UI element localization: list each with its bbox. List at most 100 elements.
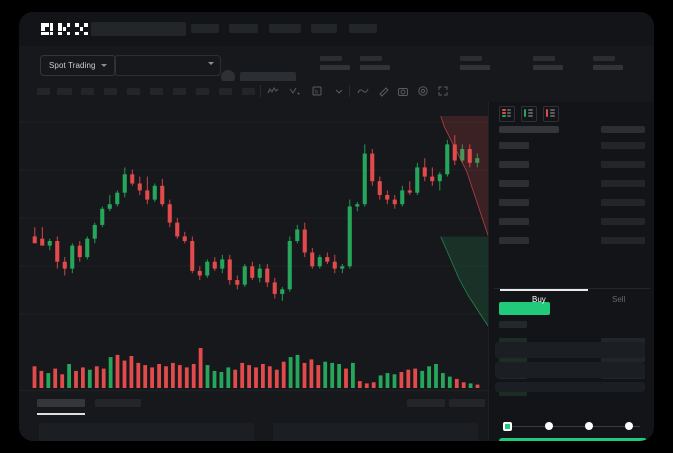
orderbook-ask-row[interactable]: [499, 142, 529, 149]
market-type-label: Spot Trading: [49, 61, 96, 70]
orders-panel: [19, 390, 488, 441]
orderbook-bid-row[interactable]: [499, 338, 527, 345]
bottom-action-1[interactable]: [407, 399, 445, 407]
bottom-tab-open-orders[interactable]: [37, 399, 85, 407]
stepper-dot-4[interactable]: [625, 422, 633, 430]
app-screen: Spot Trading fx: [19, 12, 654, 441]
stat-last-price: [320, 56, 350, 70]
stat-value: [593, 65, 623, 70]
stepper-dot-2[interactable]: [545, 422, 553, 430]
nav-item-1[interactable]: [191, 24, 219, 33]
pair-name-placeholder: [240, 72, 296, 83]
bottom-action-2[interactable]: [449, 399, 485, 407]
bottom-tab-order-history[interactable]: [95, 399, 141, 407]
buy-sell-tabs: Buy Sell: [494, 288, 650, 313]
orderbook-trade-panel: Buy Sell: [488, 102, 654, 441]
orderbook-ask-amount[interactable]: [601, 161, 645, 168]
stat-volume: [593, 56, 623, 70]
compare-icon[interactable]: fx: [311, 85, 323, 97]
chevron-down-icon: [100, 64, 107, 67]
nav-item-4[interactable]: [311, 24, 337, 33]
orderbook-bid-row[interactable]: [499, 355, 527, 362]
bottom-card-right: [273, 423, 478, 441]
orderbook-bid-row[interactable]: [499, 389, 527, 396]
timeframe-5m[interactable]: [57, 88, 72, 95]
depth-chart-overlay: [436, 116, 494, 348]
camera-icon[interactable]: [397, 85, 409, 97]
orderbook-ask-amount[interactable]: [601, 142, 645, 149]
timeframe-1w[interactable]: [196, 88, 209, 95]
timeframe-more[interactable]: [242, 88, 255, 95]
stepper-dot-3[interactable]: [585, 422, 593, 430]
settings-gear-icon[interactable]: [417, 85, 429, 97]
bottom-card-left: [39, 423, 254, 441]
stepper-dot-1[interactable]: [503, 422, 512, 431]
chart-type-icon[interactable]: [267, 85, 279, 97]
stat-label: [360, 56, 382, 61]
orderbook-ask-row[interactable]: [499, 218, 529, 225]
current-price-highlight: [499, 302, 550, 315]
orders-active-tab-underline: [37, 413, 85, 415]
indicators-icon[interactable]: [289, 85, 301, 97]
chevron-down-icon[interactable]: [333, 85, 345, 97]
global-search-input[interactable]: [91, 22, 186, 36]
stat-value: [360, 65, 390, 70]
active-tab-underline: [500, 289, 588, 291]
timeframe-1d[interactable]: [173, 88, 186, 95]
okx-logo[interactable]: [41, 23, 88, 36]
orderbook-ask-amount[interactable]: [601, 218, 645, 225]
orderbook-view-asks-icon[interactable]: [543, 106, 559, 122]
stat-value: [533, 65, 563, 70]
stat-label: [533, 56, 555, 61]
stat-value: [320, 65, 350, 70]
timeframe-1mo[interactable]: [219, 88, 232, 95]
toolbar-divider: [260, 85, 261, 97]
toolbar-divider: [349, 85, 350, 97]
fullscreen-icon[interactable]: [437, 85, 449, 97]
nav-item-2[interactable]: [229, 24, 258, 33]
chart-toolbar: fx: [19, 81, 654, 103]
tab-sell[interactable]: Sell: [612, 295, 626, 304]
orderbook-ask-amount[interactable]: [601, 237, 645, 244]
orderbook-ask-row[interactable]: [499, 161, 529, 168]
orderbook-view-bids-icon[interactable]: [521, 106, 537, 122]
order-total-field[interactable]: [495, 382, 645, 392]
pair-avatar: [221, 70, 235, 84]
stat-label: [593, 56, 615, 61]
timeframe-4h[interactable]: [150, 88, 163, 95]
orderbook-header-left: [499, 126, 559, 133]
top-navigation-bar: [19, 12, 654, 46]
orderbook-ask-amount[interactable]: [601, 199, 645, 206]
nav-item-5[interactable]: [349, 24, 377, 33]
stat-low: [533, 56, 563, 70]
market-type-dropdown[interactable]: Spot Trading: [40, 55, 116, 76]
stat-change: [360, 56, 390, 70]
order-progress-stepper: [499, 422, 647, 432]
timeframe-1m[interactable]: [37, 88, 50, 95]
orderbook-bid-row[interactable]: [499, 321, 527, 328]
stat-value: [460, 65, 490, 70]
submit-order-button[interactable]: [499, 438, 647, 441]
timeframe-1h[interactable]: [127, 88, 140, 95]
trading-pair-select[interactable]: [114, 55, 221, 76]
orderbook-view-both-icon[interactable]: [499, 106, 515, 122]
orderbook-bid-amount[interactable]: [601, 338, 645, 345]
orderbook-ask-amount[interactable]: [601, 180, 645, 187]
tab-buy[interactable]: Buy: [532, 295, 546, 304]
orderbook-ask-row[interactable]: [499, 180, 529, 187]
order-price-field[interactable]: [495, 342, 645, 358]
stepper-line: [506, 426, 640, 427]
nav-item-3[interactable]: [269, 24, 301, 33]
line-chart-icon[interactable]: [357, 85, 369, 97]
orderbook-ask-row[interactable]: [499, 237, 529, 244]
ruler-icon[interactable]: [377, 85, 389, 97]
stat-label: [460, 56, 482, 61]
orderbook-bid-amount[interactable]: [601, 355, 645, 362]
timeframe-30m[interactable]: [104, 88, 117, 95]
timeframe-15m[interactable]: [81, 88, 94, 95]
orderbook-view-toggles: [499, 106, 559, 122]
order-amount-field[interactable]: [495, 362, 645, 378]
orderbook-ask-row[interactable]: [499, 199, 529, 206]
chevron-down-icon: [208, 62, 214, 65]
